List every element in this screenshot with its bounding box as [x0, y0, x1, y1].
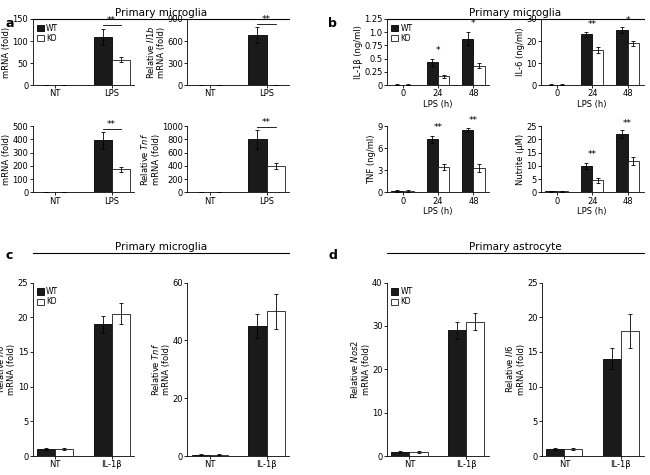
Bar — [627, 43, 639, 85]
Bar — [627, 161, 639, 192]
Bar — [248, 35, 266, 85]
Bar — [592, 50, 603, 85]
Y-axis label: Relative $\it{Tnf}$
mRNA (fold): Relative $\it{Tnf}$ mRNA (fold) — [139, 133, 161, 186]
Legend: WT, KO: WT, KO — [391, 286, 413, 307]
Bar — [391, 452, 410, 456]
Y-axis label: Relative $\it{Il1b}$
mRNA (fold): Relative $\it{Il1b}$ mRNA (fold) — [144, 25, 166, 79]
Legend: WT, KO: WT, KO — [36, 23, 59, 44]
X-axis label: LPS (h): LPS (h) — [577, 100, 607, 109]
Bar — [248, 140, 266, 192]
Bar — [473, 168, 485, 192]
Bar — [545, 191, 557, 192]
Bar — [462, 38, 473, 85]
Legend: WT, KO: WT, KO — [391, 23, 413, 44]
Text: c: c — [5, 249, 12, 262]
Text: **: ** — [107, 16, 116, 25]
Text: *: * — [471, 19, 476, 28]
Bar — [210, 455, 228, 456]
Bar — [473, 66, 485, 85]
Text: **: ** — [469, 116, 478, 125]
X-axis label: LPS (h): LPS (h) — [423, 100, 453, 109]
Bar — [581, 35, 592, 85]
Bar — [462, 130, 473, 192]
Bar — [94, 37, 112, 85]
Text: b: b — [328, 17, 337, 29]
Bar — [410, 452, 428, 456]
Bar — [616, 134, 627, 192]
Text: Primary astrocyte: Primary astrocyte — [469, 242, 562, 252]
Bar — [427, 62, 438, 85]
Legend: WT, KO: WT, KO — [36, 286, 59, 307]
Text: *: * — [625, 16, 630, 25]
Bar — [581, 166, 592, 192]
Text: **: ** — [623, 119, 632, 128]
Bar — [557, 191, 568, 192]
X-axis label: LPS (h): LPS (h) — [577, 207, 607, 216]
Text: Primary microglia: Primary microglia — [115, 242, 207, 252]
X-axis label: LPS (h): LPS (h) — [423, 207, 453, 216]
Text: **: ** — [262, 16, 271, 24]
Y-axis label: Relative $\it{Tnf}$
mRNA (fold): Relative $\it{Tnf}$ mRNA (fold) — [150, 342, 171, 396]
Y-axis label: Nutrite (μM): Nutrite (μM) — [515, 134, 525, 185]
Text: Primary microglia: Primary microglia — [469, 8, 561, 18]
Bar — [112, 314, 130, 456]
Bar — [603, 359, 621, 456]
Bar — [112, 169, 130, 192]
Y-axis label: IL-6 (ng/ml): IL-6 (ng/ml) — [515, 28, 525, 76]
Y-axis label: Relative $\it{Nos2}$
mRNA (fold): Relative $\it{Nos2}$ mRNA (fold) — [0, 23, 11, 82]
Bar — [621, 331, 639, 456]
Bar — [192, 455, 210, 456]
Text: **: ** — [588, 150, 597, 159]
Bar — [55, 449, 73, 456]
Bar — [248, 326, 266, 456]
Y-axis label: IL-1β (ng/ml): IL-1β (ng/ml) — [354, 25, 363, 79]
Bar — [592, 180, 603, 192]
Bar — [466, 322, 484, 456]
Bar — [438, 167, 449, 192]
Bar — [564, 449, 582, 456]
Y-axis label: Relative $\it{Nos2}$
mRNA (fold): Relative $\it{Nos2}$ mRNA (fold) — [349, 340, 370, 399]
Bar — [266, 166, 285, 192]
Bar — [403, 191, 414, 192]
Y-axis label: TNF (ng/ml): TNF (ng/ml) — [367, 134, 376, 184]
Y-axis label: Relative $\it{Il6}$
mRNA (fold): Relative $\it{Il6}$ mRNA (fold) — [0, 134, 11, 185]
Bar — [438, 76, 449, 85]
Text: **: ** — [588, 20, 597, 29]
Bar — [94, 324, 112, 456]
Bar — [427, 140, 438, 192]
Text: **: ** — [434, 123, 443, 132]
Text: Primary microglia: Primary microglia — [115, 8, 207, 18]
Y-axis label: Relative $\it{Il6}$
mRNA (fold): Relative $\it{Il6}$ mRNA (fold) — [504, 344, 526, 395]
Text: **: ** — [107, 120, 116, 129]
Text: *: * — [436, 46, 440, 55]
Bar — [448, 330, 466, 456]
Bar — [37, 449, 55, 456]
Bar — [546, 449, 564, 456]
Text: **: ** — [262, 118, 271, 127]
Bar — [266, 312, 285, 456]
Bar — [112, 59, 130, 85]
Text: d: d — [328, 249, 337, 262]
Bar — [391, 191, 403, 192]
Bar — [94, 140, 112, 192]
Y-axis label: Relative $\it{Il6}$
mRNA (fold): Relative $\it{Il6}$ mRNA (fold) — [0, 344, 16, 395]
Text: a: a — [5, 17, 14, 29]
Bar — [616, 30, 627, 85]
